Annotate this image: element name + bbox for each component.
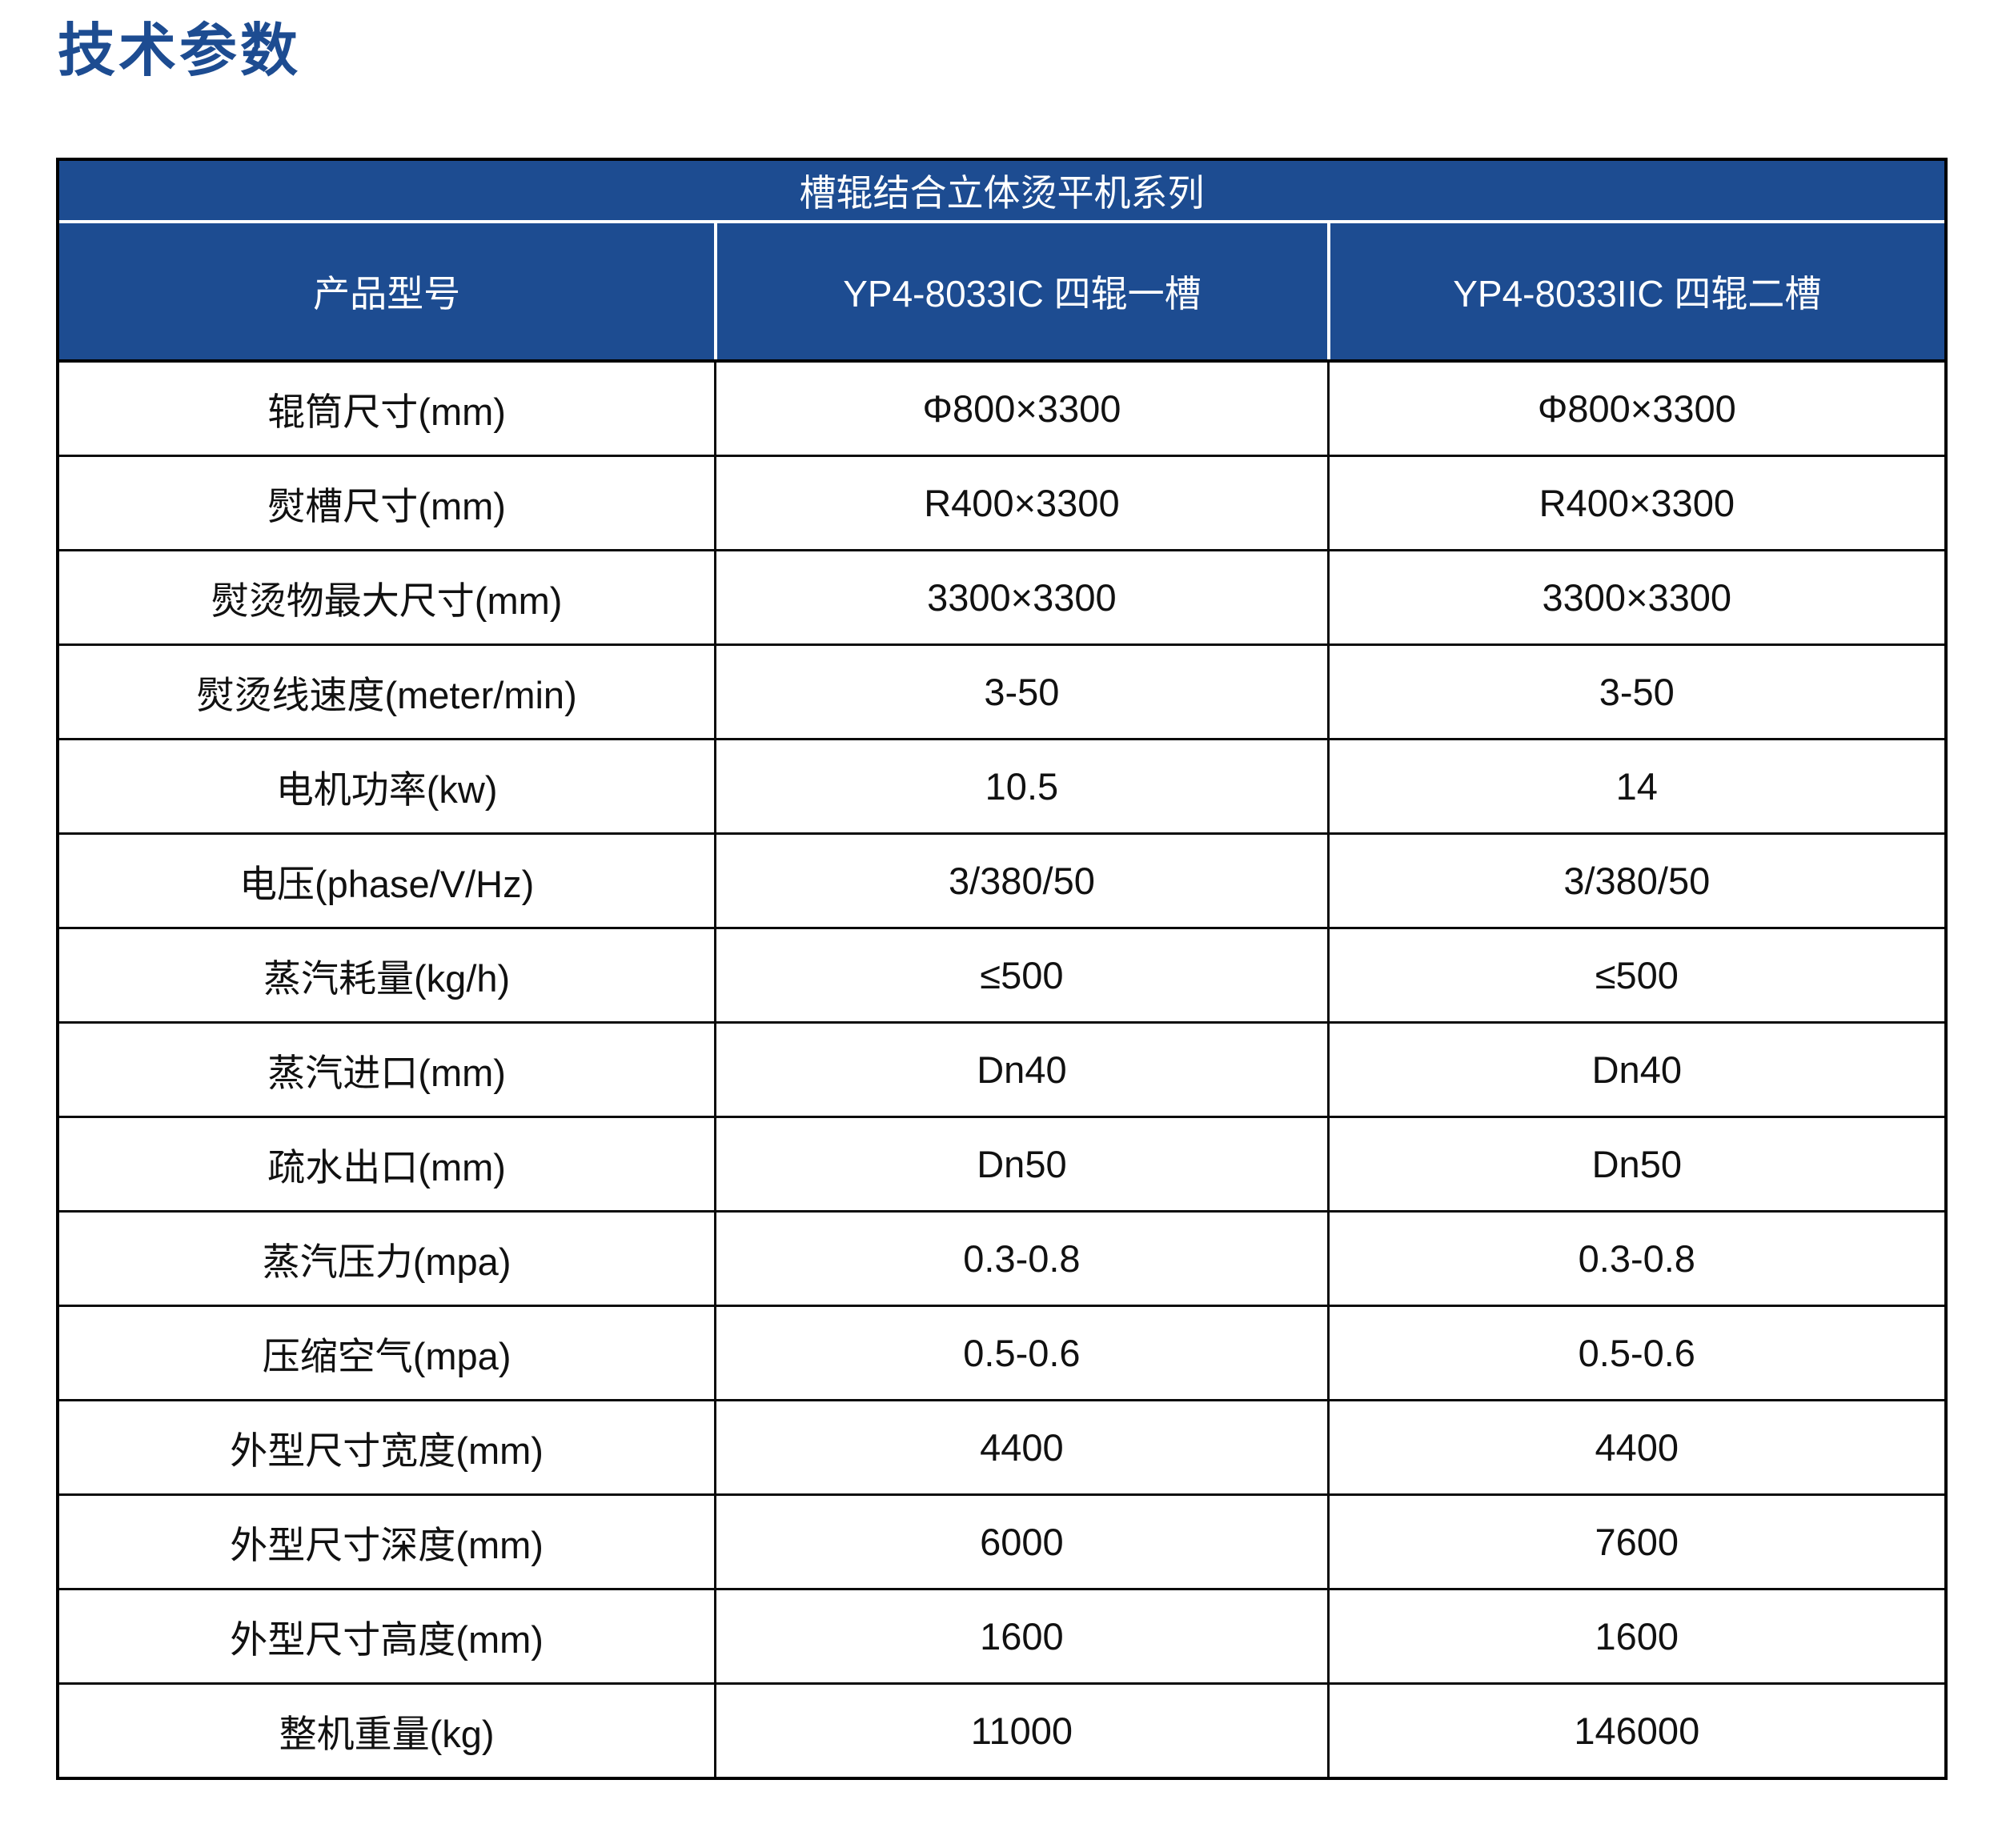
cell-value: 7600 xyxy=(1326,1496,1944,1588)
cell-value: 3/380/50 xyxy=(1326,835,1944,927)
row-label: 疏水出口(mm) xyxy=(267,1146,506,1189)
row-label: 电压(phase/V/Hz) xyxy=(239,863,535,905)
row-label: 熨槽尺寸(mm) xyxy=(267,485,506,527)
column-header: YP4-8033IC 四辊一槽 xyxy=(714,223,1326,359)
cell-value: 6000 xyxy=(714,1496,1326,1588)
cell-value: 14 xyxy=(1326,740,1944,832)
table-row: 熨槽尺寸(mm) R400×3300 R400×3300 xyxy=(59,455,1944,549)
cell-value: Φ800×3300 xyxy=(1326,363,1944,455)
cell-value: Dn40 xyxy=(1326,1024,1944,1116)
table-row: 压缩空气(mpa) 0.5-0.6 0.5-0.6 xyxy=(59,1305,1944,1399)
row-label: 外型尺寸高度(mm) xyxy=(230,1618,544,1661)
cell-value: 11000 xyxy=(714,1685,1326,1777)
row-label: 外型尺寸深度(mm) xyxy=(230,1524,544,1566)
cell-value: Dn50 xyxy=(714,1118,1326,1210)
cell-value: R400×3300 xyxy=(714,457,1326,549)
row-label: 蒸汽耗量(kg/h) xyxy=(263,957,511,1000)
cell-value: 4400 xyxy=(1326,1401,1944,1493)
table-series-header: 槽辊结合立体烫平机系列 xyxy=(59,161,1944,223)
table-row: 蒸汽耗量(kg/h) ≤500 ≤500 xyxy=(59,927,1944,1021)
row-label: 蒸汽进口(mm) xyxy=(267,1052,506,1094)
row-label: 熨烫物最大尺寸(mm) xyxy=(211,579,563,622)
row-label: 外型尺寸宽度(mm) xyxy=(230,1429,544,1472)
column-header-row: 产品型号 YP4-8033IC 四辊一槽 YP4-8033IIC 四辊二槽 xyxy=(59,223,1944,363)
cell-value: 4400 xyxy=(714,1401,1326,1493)
page-title: 技术参数 xyxy=(58,19,302,83)
cell-value: R400×3300 xyxy=(1326,457,1944,549)
table-row: 蒸汽进口(mm) Dn40 Dn40 xyxy=(59,1021,1944,1116)
row-label: 整机重量(kg) xyxy=(279,1713,495,1755)
cell-value: 1600 xyxy=(714,1590,1326,1682)
cell-value: 146000 xyxy=(1326,1685,1944,1777)
column-header: YP4-8033IIC 四辊二槽 xyxy=(1326,223,1944,359)
cell-value: 3300×3300 xyxy=(1326,551,1944,643)
table-row: 辊筒尺寸(mm) Φ800×3300 Φ800×3300 xyxy=(59,363,1944,455)
cell-value: 3-50 xyxy=(714,646,1326,738)
cell-value: Dn50 xyxy=(1326,1118,1944,1210)
cell-value: Φ800×3300 xyxy=(714,363,1326,455)
cell-value: 10.5 xyxy=(714,740,1326,832)
cell-value: 0.5-0.6 xyxy=(714,1307,1326,1399)
table-row: 外型尺寸宽度(mm) 4400 4400 xyxy=(59,1399,1944,1493)
cell-value: 0.5-0.6 xyxy=(1326,1307,1944,1399)
spec-table: 槽辊结合立体烫平机系列 产品型号 YP4-8033IC 四辊一槽 YP4-8033I… xyxy=(56,158,1948,1780)
row-label: 蒸汽压力(mpa) xyxy=(262,1241,512,1283)
table-row: 熨烫线速度(meter/min) 3-50 3-50 xyxy=(59,643,1944,738)
cell-value: 1600 xyxy=(1326,1590,1944,1682)
table-row: 外型尺寸深度(mm) 6000 7600 xyxy=(59,1493,1944,1588)
cell-value: 3-50 xyxy=(1326,646,1944,738)
table-row: 电机功率(kw) 10.5 14 xyxy=(59,738,1944,832)
cell-value: ≤500 xyxy=(1326,929,1944,1021)
cell-value: 3/380/50 xyxy=(714,835,1326,927)
cell-value: 0.3-0.8 xyxy=(1326,1213,1944,1305)
row-label: 熨烫线速度(meter/min) xyxy=(196,674,577,716)
row-label: 辊筒尺寸(mm) xyxy=(267,391,506,433)
row-label: 电机功率(kw) xyxy=(275,768,498,811)
cell-value: 3300×3300 xyxy=(714,551,1326,643)
table-row: 电压(phase/V/Hz) 3/380/50 3/380/50 xyxy=(59,832,1944,927)
table-row: 疏水出口(mm) Dn50 Dn50 xyxy=(59,1116,1944,1210)
table-row: 整机重量(kg) 11000 146000 xyxy=(59,1682,1944,1777)
table-row: 外型尺寸高度(mm) 1600 1600 xyxy=(59,1588,1944,1682)
column-header: 产品型号 xyxy=(313,273,461,315)
table-row: 蒸汽压力(mpa) 0.3-0.8 0.3-0.8 xyxy=(59,1210,1944,1305)
table-body: 辊筒尺寸(mm) Φ800×3300 Φ800×3300 熨槽尺寸(mm) R400×3… xyxy=(59,363,1944,1777)
cell-value: 0.3-0.8 xyxy=(714,1213,1326,1305)
row-label: 压缩空气(mpa) xyxy=(262,1335,512,1377)
cell-value: Dn40 xyxy=(714,1024,1326,1116)
table-row: 熨烫物最大尺寸(mm) 3300×3300 3300×3300 xyxy=(59,549,1944,643)
cell-value: ≤500 xyxy=(714,929,1326,1021)
